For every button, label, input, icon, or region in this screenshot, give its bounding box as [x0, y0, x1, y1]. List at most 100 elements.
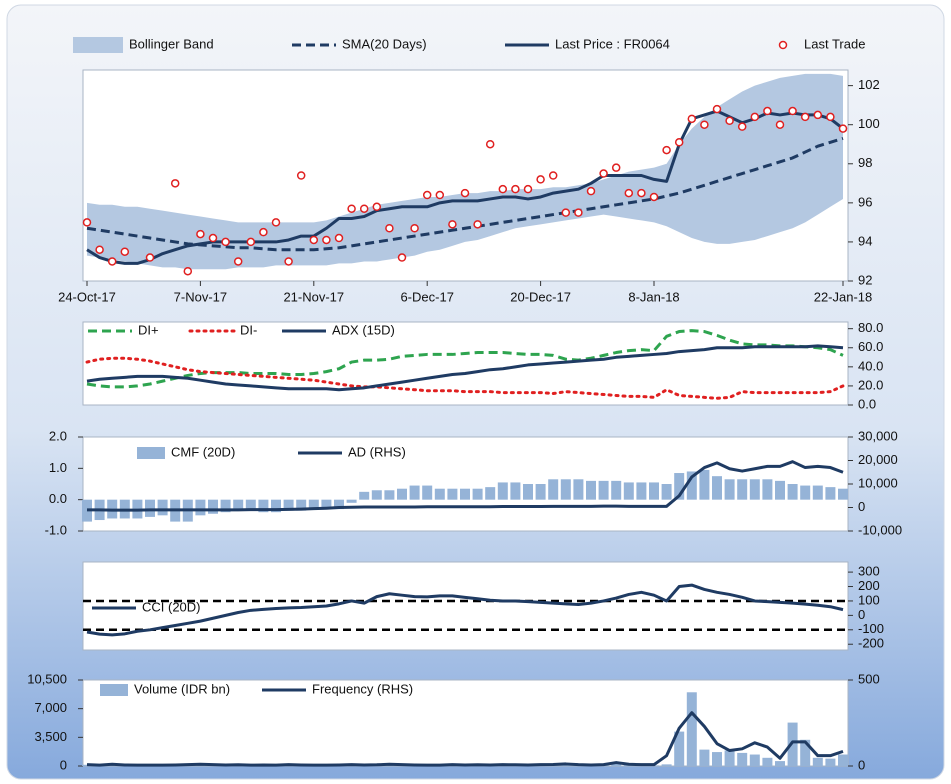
bar [674, 731, 685, 766]
trade-point [788, 106, 797, 116]
bar [258, 499, 269, 513]
y-tick-label: 20,000 [858, 452, 898, 467]
legend-swatch [73, 37, 123, 53]
bar [245, 499, 256, 511]
trade-point [649, 192, 659, 202]
bar [812, 485, 823, 500]
bar [699, 469, 710, 500]
trade-point [586, 186, 596, 196]
bar [485, 487, 496, 500]
trade-point [674, 138, 684, 147]
trade-point [700, 120, 709, 129]
bar [334, 499, 344, 510]
bar [762, 757, 773, 766]
bar [623, 482, 634, 500]
y-tick-label: 92 [858, 272, 872, 287]
y-tick-label: 10,000 [858, 475, 898, 490]
trade-point [208, 233, 218, 243]
y-tick-label: 0 [60, 757, 67, 772]
trade-point [233, 257, 243, 266]
bar [838, 488, 848, 500]
bar [712, 752, 722, 766]
bar [371, 490, 382, 500]
trade-point [448, 220, 457, 229]
bar [397, 488, 407, 500]
bar [384, 490, 395, 500]
trade-point [309, 235, 319, 245]
x-tick-label: 7-Nov-17 [174, 289, 227, 304]
bar [535, 484, 546, 500]
line [86, 711, 844, 767]
legend-swatch [100, 684, 128, 696]
bar [838, 754, 848, 766]
bar [145, 499, 155, 517]
bar [699, 749, 710, 766]
trade-point [107, 257, 117, 266]
y-tick-label: 98 [858, 155, 872, 170]
bar [649, 482, 659, 500]
trade-point [687, 114, 697, 124]
line [87, 460, 844, 512]
legend-label: Bollinger Band [129, 36, 214, 51]
bar [611, 480, 622, 500]
trade-point [271, 218, 281, 227]
legend-label: DI+ [138, 322, 159, 337]
bar [586, 480, 596, 500]
bar [497, 482, 508, 500]
trade-point [662, 145, 671, 155]
trade-point [322, 235, 331, 245]
line [86, 136, 844, 252]
trade-point [120, 247, 130, 256]
bar [359, 491, 370, 500]
bar [308, 499, 319, 510]
trade-point [460, 188, 470, 198]
trade-point [410, 224, 419, 233]
bar [749, 754, 760, 766]
bar [800, 485, 811, 500]
trade-point [82, 218, 92, 227]
bar [447, 488, 458, 500]
trade-point [435, 190, 445, 200]
y-tick-label: 100 [858, 116, 880, 131]
bar [422, 485, 433, 500]
y-tick-label: 10,500 [27, 671, 67, 686]
y-tick-label: -100 [858, 621, 884, 636]
legend-label: CCI (20D) [142, 599, 201, 614]
y-tick-label: 0 [858, 757, 865, 772]
bar [775, 761, 785, 766]
bar [737, 479, 748, 500]
trade-point [334, 233, 344, 243]
y-tick-label: -200 [858, 636, 884, 651]
line [86, 583, 844, 637]
trade-point [145, 253, 155, 262]
bar [812, 757, 823, 766]
bar [611, 763, 622, 766]
trade-point [511, 184, 520, 194]
y-tick-label: 60.0 [858, 339, 883, 354]
trade-point [422, 190, 432, 200]
bar [686, 692, 697, 766]
x-tick-label: 20-Dec-17 [510, 289, 571, 304]
bar [749, 479, 760, 500]
trade-point [637, 188, 646, 198]
y-tick-label: 0.0 [858, 396, 876, 411]
legend-swatch [778, 40, 788, 50]
y-tick-label: 3,500 [34, 729, 67, 744]
y-tick-label: -1.0 [45, 522, 67, 537]
trade-point [296, 171, 306, 180]
trade-point [183, 266, 193, 276]
y-tick-label: -10,000 [858, 522, 902, 537]
bar [674, 473, 685, 500]
trade-point [95, 245, 104, 254]
trade-point [561, 208, 571, 217]
y-tick-label: 80.0 [858, 320, 883, 335]
bar [460, 488, 470, 500]
bar [472, 488, 483, 500]
trade-point [498, 184, 508, 194]
legend-label: Last Trade [804, 36, 865, 51]
bar [598, 480, 609, 500]
bar [220, 499, 231, 513]
bar [283, 499, 294, 511]
legend-label: AD (RHS) [348, 444, 406, 459]
